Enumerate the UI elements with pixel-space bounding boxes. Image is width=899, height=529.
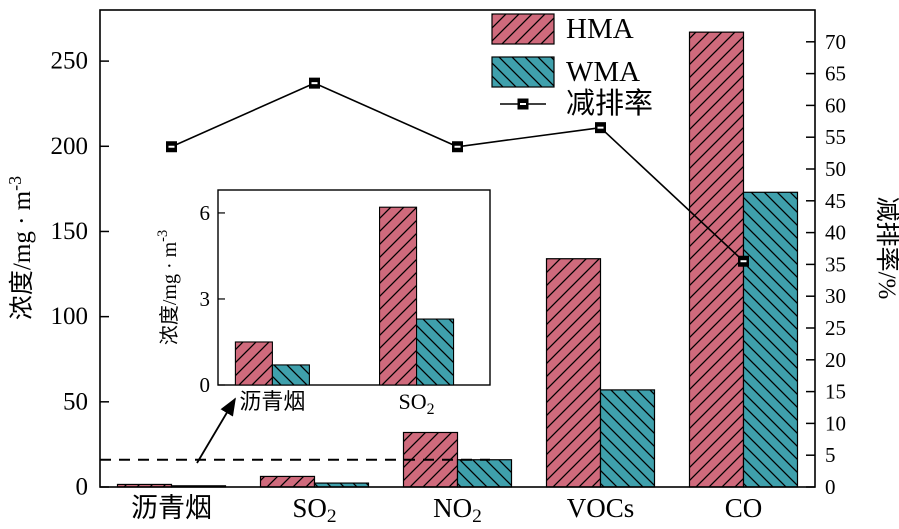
right-tick-label: 0 xyxy=(825,475,836,499)
legend-label-1: WMA xyxy=(566,56,640,88)
left-tick-label: 100 xyxy=(51,303,89,330)
right-tick-label: 50 xyxy=(825,157,846,181)
x-category-labels: 沥青烟 SO2 NO2 VOCs CO xyxy=(131,493,762,527)
legend-swatch-hma xyxy=(491,13,555,45)
right-axis-label: 减排率/% xyxy=(873,197,899,300)
legend-swatch-wma xyxy=(491,56,555,88)
right-tick-label: 25 xyxy=(825,316,846,340)
inset-bar-WMA-1 xyxy=(416,318,455,386)
left-tick-label: 0 xyxy=(76,474,89,501)
bar-groups xyxy=(116,31,799,488)
bar-WMA-4 xyxy=(742,191,799,488)
right-tick-label: 10 xyxy=(825,411,846,435)
left-tick-label: 200 xyxy=(51,133,89,160)
axes: 0501001502002500510152025303540455055606… xyxy=(51,9,846,501)
category-label-1: SO2 xyxy=(292,493,336,527)
right-tick-label: 15 xyxy=(825,380,846,404)
legend-label-0: HMA xyxy=(566,13,634,45)
right-tick-label: 35 xyxy=(825,252,846,276)
inset-tick-label: 3 xyxy=(200,287,211,311)
inset-tick-label: 0 xyxy=(200,373,211,397)
left-tick-label: 150 xyxy=(51,218,89,245)
left-tick-label: 50 xyxy=(63,388,88,415)
bar-HMA-3 xyxy=(545,258,602,488)
left-tick-label: 250 xyxy=(51,48,89,75)
reduction-rate-line xyxy=(166,77,749,267)
inset-tick-label: 6 xyxy=(200,201,211,225)
right-tick-label: 40 xyxy=(825,221,846,245)
category-label-4: CO xyxy=(725,493,763,523)
inset-category-label-0: 沥青烟 xyxy=(239,389,305,414)
category-label-3: VOCs xyxy=(567,493,635,523)
right-tick-label: 60 xyxy=(825,93,846,117)
inset-bar-HMA-0 xyxy=(234,341,273,386)
inset-chart: 0 3 6 沥青烟 SO2 浓度/mg · m-3 xyxy=(155,189,491,418)
right-tick-label: 30 xyxy=(825,284,846,308)
right-tick-label: 45 xyxy=(825,189,846,213)
inset-bar-HMA-1 xyxy=(379,206,418,386)
category-label-0: 沥青烟 xyxy=(131,493,212,523)
right-tick-label: 20 xyxy=(825,348,846,372)
right-tick-label: 55 xyxy=(825,125,846,149)
right-tick-label: 70 xyxy=(825,30,846,54)
category-label-2: NO2 xyxy=(433,493,482,527)
bar-WMA-3 xyxy=(599,389,656,488)
bar-WMA-2 xyxy=(456,459,513,488)
inset-y-axis-label: 浓度/mg · m-3 xyxy=(155,230,181,345)
legend-label-2: 减排率 xyxy=(566,87,653,120)
right-tick-label: 65 xyxy=(825,62,846,86)
inset-bar-WMA-0 xyxy=(271,364,310,386)
right-tick-label: 5 xyxy=(825,443,836,467)
left-axis-label: 浓度/mg · m-3 xyxy=(5,176,36,320)
inset-category-label-1: SO2 xyxy=(399,389,435,418)
inset-pointer-arrow xyxy=(196,397,236,464)
bar-HMA-1 xyxy=(259,475,316,488)
bar-HMA-4 xyxy=(688,31,745,488)
plot-frame xyxy=(99,9,816,488)
